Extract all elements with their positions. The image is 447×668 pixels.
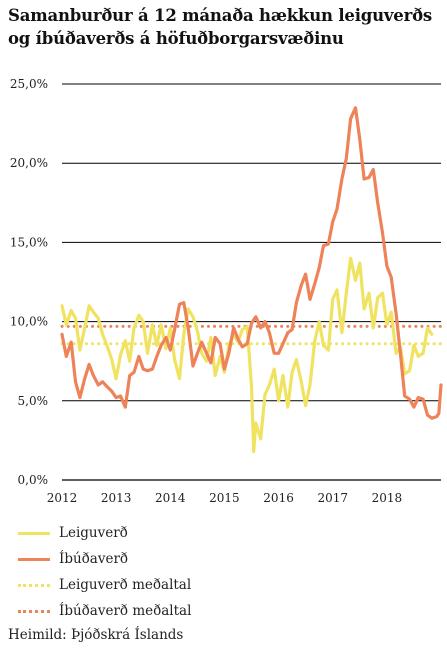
legend-label: Leiguverð xyxy=(59,525,128,541)
legend-swatch-leiguverd-medaltal xyxy=(18,583,50,587)
x-tick-label: 2016 xyxy=(263,491,294,505)
y-axis-tick-labels: 0,0% 5,0% 10,0% 15,0% 20,0% 25,0% xyxy=(10,77,48,487)
line-chart: 0,0%5,0%10,0%15,0%20,0%25,0% 2012 2013 201… xyxy=(10,77,443,505)
x-tick-label: 2017 xyxy=(317,491,348,505)
chart-title: Samanburður á 12 mánaða hækkun leiguverð… xyxy=(8,6,432,48)
x-tick-label: 2013 xyxy=(101,491,132,505)
series-line-ibudaverd xyxy=(60,106,443,420)
y-tick-label: 15,0% xyxy=(10,235,48,249)
x-tick-label: 2014 xyxy=(155,491,186,505)
x-tick-label: 2018 xyxy=(372,491,403,505)
y-tick-label: 0,0% xyxy=(18,473,49,487)
legend-item-ibudaverd-medaltal: Íbúðaverð meðaltal xyxy=(18,598,191,624)
series-line-leiguverd xyxy=(60,256,434,454)
legend-swatch-ibudaverd xyxy=(18,557,50,561)
legend-label: Íbúðaverð meðaltal xyxy=(59,603,192,619)
series-lines xyxy=(60,106,443,454)
y-tick-label: 25,0% xyxy=(10,77,48,91)
legend-item-ibudaverd: Íbúðaverð xyxy=(18,546,191,572)
x-tick-label: 2015 xyxy=(209,491,240,505)
legend: Leiguverð Íbúðaverð Leiguverð meðaltal Í… xyxy=(18,520,191,624)
legend-label: Leiguverð meðaltal xyxy=(59,577,192,593)
legend-swatch-leiguverd xyxy=(18,531,50,535)
legend-item-leiguverd: Leiguverð xyxy=(18,520,191,546)
x-tick-label: 2012 xyxy=(47,491,78,505)
legend-item-leiguverd-medaltal: Leiguverð meðaltal xyxy=(18,572,191,598)
y-tick-label: 5,0% xyxy=(18,394,49,408)
legend-label: Íbúðaverð xyxy=(59,551,129,567)
y-tick-label: 20,0% xyxy=(10,156,48,170)
x-axis-tick-labels: 2012 2013 2014 2015 2016 2017 2018 xyxy=(47,491,402,505)
source-note: Heimild: Þjóðskrá Íslands xyxy=(8,627,184,643)
legend-swatch-ibudaverd-medaltal xyxy=(18,609,50,613)
y-tick-label: 10,0% xyxy=(10,315,48,329)
